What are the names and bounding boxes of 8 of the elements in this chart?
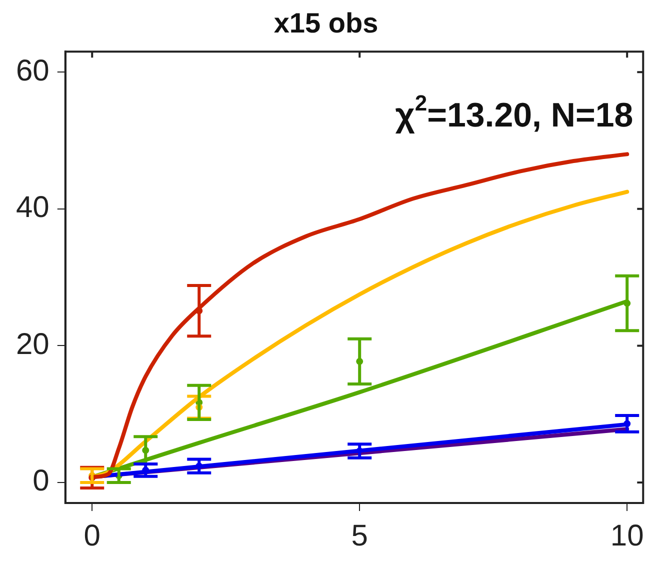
x-tick-label: 0 bbox=[84, 519, 100, 552]
chart-title: x15 obs bbox=[274, 8, 378, 39]
y-tick-label: 60 bbox=[16, 54, 50, 88]
x-tick-label: 10 bbox=[610, 519, 644, 552]
x-tick-label: 5 bbox=[351, 519, 368, 552]
y-tick-label: 0 bbox=[32, 464, 50, 498]
y-tick-label: 40 bbox=[16, 191, 50, 224]
y-tick-label: 20 bbox=[16, 328, 50, 361]
